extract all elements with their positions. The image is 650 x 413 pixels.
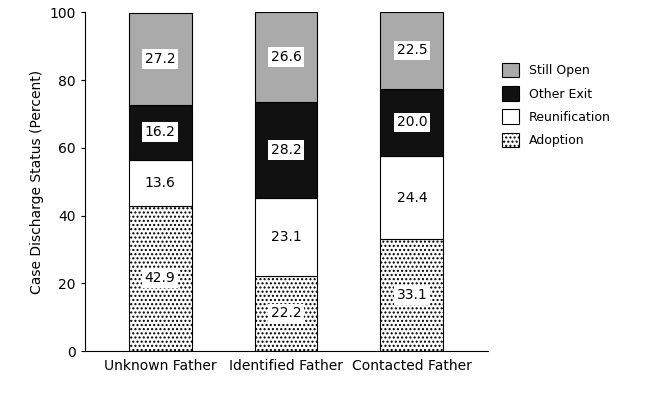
Text: 42.9: 42.9 (145, 271, 176, 285)
Text: 26.6: 26.6 (270, 50, 302, 64)
Text: 27.2: 27.2 (145, 52, 176, 66)
Bar (380, 88, 443, 156)
Text: 16.2: 16.2 (144, 125, 176, 139)
Bar (129, 206, 192, 351)
Bar (255, 276, 317, 351)
Bar (380, 156, 443, 239)
Legend: Still Open, Other Exit, Reunification, Adoption: Still Open, Other Exit, Reunification, A… (498, 59, 615, 151)
Bar (129, 13, 192, 105)
Text: 20.0: 20.0 (396, 116, 427, 129)
Text: 22.5: 22.5 (396, 43, 427, 57)
Text: 23.1: 23.1 (270, 230, 302, 244)
Text: 33.1: 33.1 (396, 288, 427, 302)
Bar (255, 198, 317, 276)
Bar (380, 12, 443, 88)
Text: 24.4: 24.4 (396, 191, 427, 204)
Bar (255, 12, 317, 102)
Y-axis label: Case Discharge Status (Percent): Case Discharge Status (Percent) (29, 70, 44, 294)
Text: 22.2: 22.2 (270, 306, 302, 320)
Bar (129, 105, 192, 160)
Bar (255, 102, 317, 198)
Bar (380, 239, 443, 351)
Text: 13.6: 13.6 (144, 176, 176, 190)
Bar (129, 160, 192, 206)
Text: 28.2: 28.2 (270, 143, 302, 157)
